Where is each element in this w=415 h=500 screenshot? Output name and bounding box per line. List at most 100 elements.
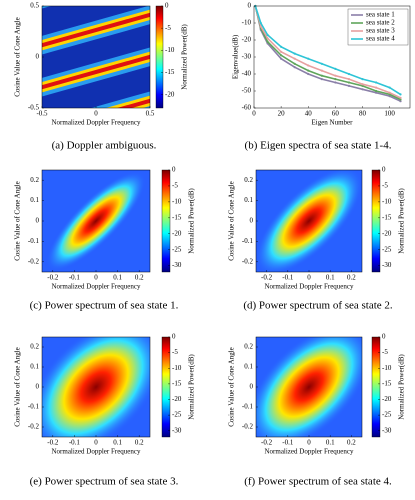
marker — [307, 57, 310, 60]
y-tick-label: -0.2 — [28, 257, 40, 265]
marker — [374, 81, 378, 84]
marker — [334, 81, 337, 84]
y-axis-label: Cosine Value of Cone Angle — [14, 181, 22, 261]
y-tick-label: 0 — [36, 217, 40, 225]
marker — [320, 69, 323, 72]
y-tick-label: 0.1 — [244, 363, 253, 371]
heatmap — [256, 170, 362, 272]
x-tick-label: 80 — [359, 110, 367, 118]
x-tick-label: -0.2 — [261, 274, 273, 282]
x-axis-label: Normalized Doppler Frequency — [51, 283, 141, 291]
x-axis-label: Normalized Doppler Frequency — [51, 448, 141, 456]
colorbar-tick-label: -5 — [382, 348, 388, 356]
heatmap-blob — [46, 171, 146, 271]
y-tick-label: -0.1 — [28, 403, 40, 411]
x-tick-label: 0.2 — [135, 439, 144, 447]
colorbar-tick-label: -20 — [382, 229, 392, 237]
marker — [347, 78, 351, 81]
y-axis-label: Cosine Value of Cone Angle — [228, 347, 236, 427]
colorbar-tick-label: 0 — [172, 333, 176, 341]
y-tick-label: 0 — [36, 383, 40, 391]
marker — [361, 88, 364, 91]
marker — [388, 93, 391, 96]
marker — [388, 95, 391, 98]
y-tick-label: -60 — [242, 104, 252, 112]
colorbar-tick-label: -15 — [382, 213, 392, 221]
y-axis-label: Cosine Value of Cone Angle — [228, 181, 236, 261]
marker — [334, 74, 337, 77]
colorbar-label: Normalized Power(dB) — [398, 354, 406, 420]
y-tick-label: -0.2 — [28, 423, 40, 431]
y-tick-label: 0.5 — [30, 2, 39, 10]
x-axis-label: Normalized Doppler Frequency — [264, 448, 354, 456]
marker — [361, 78, 364, 81]
marker — [280, 57, 283, 60]
colorbar-tick-label: -15 — [165, 68, 175, 76]
marker — [347, 72, 351, 76]
x-tick-label: 0 — [94, 110, 98, 118]
x-axis-label: Normalized Doppler Frequency — [264, 283, 354, 291]
marker — [399, 93, 402, 96]
marker — [259, 25, 262, 28]
legend-label: sea state 4 — [366, 35, 395, 43]
y-tick-label: -10 — [242, 19, 252, 27]
colorbar — [155, 5, 164, 109]
y-tick-label: -0.1 — [242, 403, 254, 411]
stripe — [32, 0, 160, 2]
marker — [266, 33, 269, 37]
x-tick-label: -0.1 — [69, 274, 81, 282]
colorbar-tick-label: -10 — [382, 197, 392, 205]
colorbar-tick-label: -10 — [172, 364, 182, 372]
x-tick-label: -0.2 — [47, 274, 59, 282]
colorbar-tick-label: -15 — [172, 213, 182, 221]
colorbar — [371, 336, 381, 438]
x-tick-label: 0.1 — [113, 274, 122, 282]
stripe — [32, 0, 160, 2]
marker — [374, 91, 378, 94]
heatmap — [32, 0, 160, 108]
y-tick-label: -40 — [242, 70, 252, 78]
colorbar-label: Normalized Power(dB) — [188, 188, 196, 254]
x-tick-label: 20 — [278, 110, 286, 118]
y-tick-label: -50 — [242, 87, 252, 95]
x-tick-label: 0 — [252, 110, 256, 118]
y-tick-label: 0.1 — [30, 196, 39, 204]
colorbar-tick-label: -30 — [382, 261, 392, 269]
colorbar-tick-label: -15 — [382, 379, 392, 387]
marker — [259, 21, 262, 25]
y-tick-label: -30 — [242, 53, 252, 61]
colorbar-tick-label: -5 — [382, 182, 388, 190]
marker — [388, 86, 391, 89]
y-tick-label: -20 — [242, 36, 252, 44]
marker — [399, 98, 402, 101]
x-tick-label: 0 — [94, 274, 98, 282]
caption: (f) Power spectrum of sea state 4. — [244, 476, 392, 488]
legend-label: sea state 2 — [366, 19, 395, 27]
marker — [320, 78, 323, 81]
x-tick-label: 60 — [332, 110, 340, 118]
y-tick-label: 0.1 — [244, 196, 253, 204]
colorbar-tick-label: -5 — [172, 182, 178, 190]
colorbar-tick-label: -30 — [172, 261, 182, 269]
marker — [266, 40, 269, 43]
colorbar-tick-label: -15 — [172, 379, 182, 387]
x-tick-label: -0.2 — [261, 439, 273, 447]
caption: (e) Power spectrum of sea state 3. — [30, 476, 179, 488]
caption: (d) Power spectrum of sea state 2. — [243, 300, 393, 312]
x-tick-label: 0.1 — [326, 439, 335, 447]
colorbar-label: Normalized Power(dB) — [181, 24, 189, 90]
heatmap-blob — [256, 337, 362, 437]
colorbar-tick-label: -10 — [165, 46, 175, 54]
marker — [280, 45, 283, 48]
colorbar-label: Normalized Power(dB) — [398, 188, 406, 254]
marker — [347, 81, 351, 84]
caption: (c) Power spectrum of sea state 1. — [30, 300, 179, 312]
marker — [266, 37, 269, 40]
marker — [293, 62, 296, 65]
marker — [374, 89, 378, 93]
x-tick-label: 0.5 — [146, 110, 155, 118]
colorbar-tick-label: -30 — [172, 426, 182, 434]
colorbar-tick-label: -10 — [172, 197, 182, 205]
y-tick-label: 0.2 — [244, 176, 253, 184]
